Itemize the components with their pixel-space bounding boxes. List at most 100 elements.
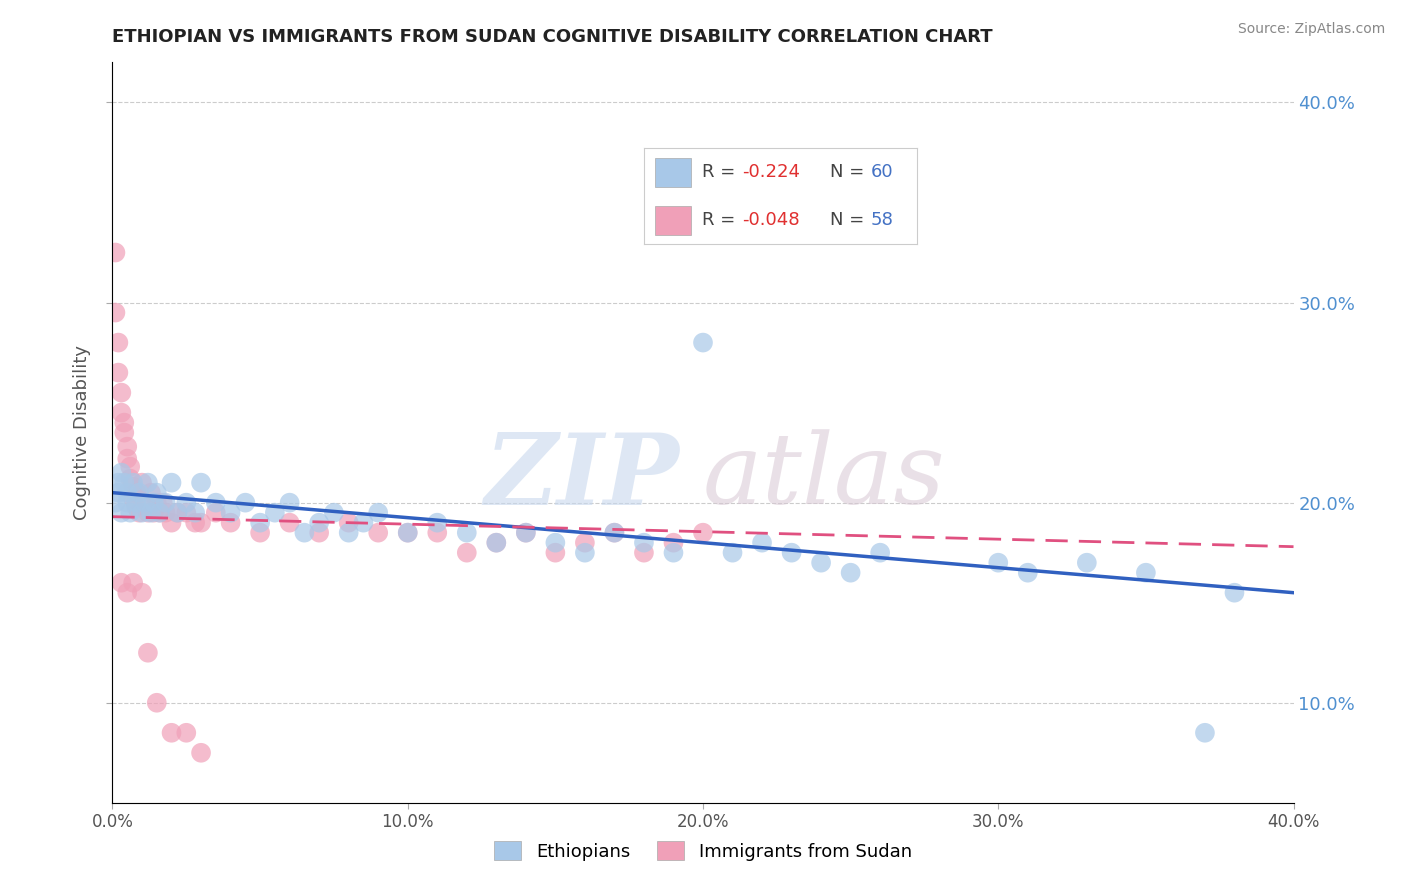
Point: [184, 516, 207, 530]
Point: [125, 485, 148, 500]
Point: [117, 451, 138, 466]
Point: [112, 475, 135, 490]
Text: N =: N =: [830, 211, 869, 229]
Point: [139, 506, 162, 520]
Point: [142, 506, 165, 520]
Bar: [655, 158, 690, 186]
Point: [810, 556, 832, 570]
Point: [136, 475, 159, 490]
Point: [104, 305, 127, 319]
Point: [122, 491, 145, 506]
Point: [146, 696, 169, 710]
Point: [987, 556, 1010, 570]
Point: [122, 480, 145, 494]
Point: [122, 575, 145, 590]
Point: [174, 496, 197, 510]
Point: [112, 416, 135, 430]
Point: [515, 525, 537, 540]
Point: [107, 335, 129, 350]
Point: [110, 385, 132, 400]
Point: [396, 525, 419, 540]
Point: [117, 496, 138, 510]
Point: [396, 525, 419, 540]
Point: [160, 725, 183, 739]
Point: [190, 475, 212, 490]
Point: [107, 366, 129, 380]
Text: -0.048: -0.048: [742, 211, 800, 229]
Point: [367, 506, 389, 520]
Point: [128, 506, 150, 520]
Point: [219, 506, 242, 520]
Point: [166, 506, 188, 520]
Point: [337, 516, 360, 530]
Point: [278, 496, 301, 510]
Point: [184, 506, 207, 520]
Legend: Ethiopians, Immigrants from Sudan: Ethiopians, Immigrants from Sudan: [486, 834, 920, 868]
Point: [633, 546, 655, 560]
Point: [110, 506, 132, 520]
Point: [155, 496, 177, 510]
Point: [117, 585, 138, 599]
Bar: [655, 206, 690, 235]
Point: [544, 546, 567, 560]
Point: [426, 525, 449, 540]
Point: [149, 506, 172, 520]
Point: [1194, 725, 1216, 739]
Point: [662, 546, 685, 560]
Point: [574, 546, 596, 560]
Point: [456, 546, 478, 560]
Point: [721, 546, 744, 560]
Text: atlas: atlas: [703, 429, 946, 524]
Point: [128, 485, 150, 500]
Point: [149, 506, 172, 520]
Text: ETHIOPIAN VS IMMIGRANTS FROM SUDAN COGNITIVE DISABILITY CORRELATION CHART: ETHIOPIAN VS IMMIGRANTS FROM SUDAN COGNI…: [112, 28, 993, 45]
Point: [839, 566, 862, 580]
Point: [1135, 566, 1157, 580]
Point: [1223, 585, 1246, 599]
Point: [134, 496, 156, 510]
Point: [780, 546, 803, 560]
Point: [131, 585, 153, 599]
Point: [136, 646, 159, 660]
Point: [603, 525, 626, 540]
Text: -0.224: -0.224: [742, 163, 800, 181]
Point: [155, 506, 177, 520]
Point: [205, 506, 228, 520]
Point: [751, 535, 773, 549]
Point: [125, 500, 148, 514]
Point: [264, 506, 287, 520]
Point: [249, 516, 271, 530]
Point: [249, 525, 271, 540]
Text: 58: 58: [870, 211, 893, 229]
Point: [120, 506, 142, 520]
Point: [574, 535, 596, 549]
Text: 60: 60: [870, 163, 893, 181]
Point: [146, 485, 169, 500]
Point: [456, 525, 478, 540]
Text: R =: R =: [702, 211, 741, 229]
Point: [160, 516, 183, 530]
Point: [110, 406, 132, 420]
Text: ZIP: ZIP: [485, 429, 679, 525]
Point: [190, 746, 212, 760]
Point: [160, 475, 183, 490]
Point: [308, 516, 330, 530]
Text: Source: ZipAtlas.com: Source: ZipAtlas.com: [1237, 22, 1385, 37]
Point: [662, 535, 685, 549]
Point: [367, 525, 389, 540]
Point: [692, 525, 714, 540]
Point: [603, 525, 626, 540]
Text: N =: N =: [830, 163, 869, 181]
Point: [146, 496, 169, 510]
Point: [174, 506, 197, 520]
Point: [117, 440, 138, 454]
Point: [107, 475, 129, 490]
Point: [104, 496, 127, 510]
Point: [869, 546, 891, 560]
Point: [107, 485, 129, 500]
Point: [110, 466, 132, 480]
Point: [152, 496, 174, 510]
Point: [205, 496, 228, 510]
Point: [174, 725, 197, 739]
Point: [219, 516, 242, 530]
